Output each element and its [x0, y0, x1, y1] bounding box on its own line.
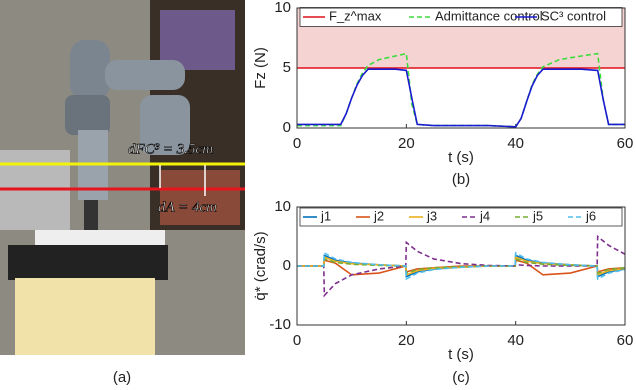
x-tick-label: 60 — [617, 332, 634, 349]
annotation: dFC³ = 3.5cm — [128, 141, 213, 157]
y-tick-label: 10 — [274, 198, 291, 215]
y-tick-label: 0 — [283, 119, 291, 136]
y-axis-label: q̇* (crad/s) — [252, 231, 269, 300]
x-tick-label: 0 — [293, 135, 301, 152]
foam-block — [15, 278, 155, 355]
panel-caption: (c) — [452, 369, 470, 386]
annotation: dA = 4cm — [158, 199, 217, 215]
x-tick-label: 40 — [507, 135, 524, 152]
y-tick-label: -10 — [269, 316, 291, 333]
x-tick-label: 0 — [293, 332, 301, 349]
series-line — [297, 251, 626, 281]
legend-label: j6 — [585, 208, 596, 223]
y-axis-label: Fz (N) — [252, 47, 269, 89]
x-tick-label: 20 — [398, 135, 415, 152]
legend-label: j4 — [479, 208, 490, 223]
plot-frame — [296, 206, 626, 326]
legend-label: j2 — [373, 208, 384, 223]
books — [160, 170, 240, 225]
x-tick-label: 20 — [398, 332, 415, 349]
panel-caption: (a) — [113, 369, 131, 386]
y-tick-label: 10 — [274, 0, 291, 16]
x-axis-label: t (s) — [448, 149, 474, 166]
legend-label: Admittance control — [435, 8, 543, 23]
robot-joint — [65, 95, 110, 135]
legend-label: j1 — [320, 208, 331, 223]
x-tick-label: 40 — [507, 332, 524, 349]
panel-caption: (b) — [452, 171, 470, 188]
x-axis-label: t (s) — [448, 346, 474, 363]
robot-link — [70, 40, 110, 100]
y-tick-label: 5 — [283, 59, 291, 76]
plot-frame — [296, 7, 626, 129]
legend-box — [299, 207, 623, 227]
platform — [8, 245, 168, 280]
legend-label: F_z^max — [329, 8, 382, 23]
legend-label: j3 — [426, 208, 437, 223]
robot-link — [105, 60, 185, 90]
legend-label: SC³ control — [541, 8, 606, 23]
x-tick-label: 60 — [617, 135, 634, 152]
robot-link — [140, 95, 190, 155]
photo: dFC³ = 3.5cm dA = 4cm (a) — [0, 0, 245, 386]
legend-label: j5 — [532, 208, 543, 223]
series-line — [297, 68, 625, 128]
y-tick-label: 0 — [283, 257, 291, 274]
